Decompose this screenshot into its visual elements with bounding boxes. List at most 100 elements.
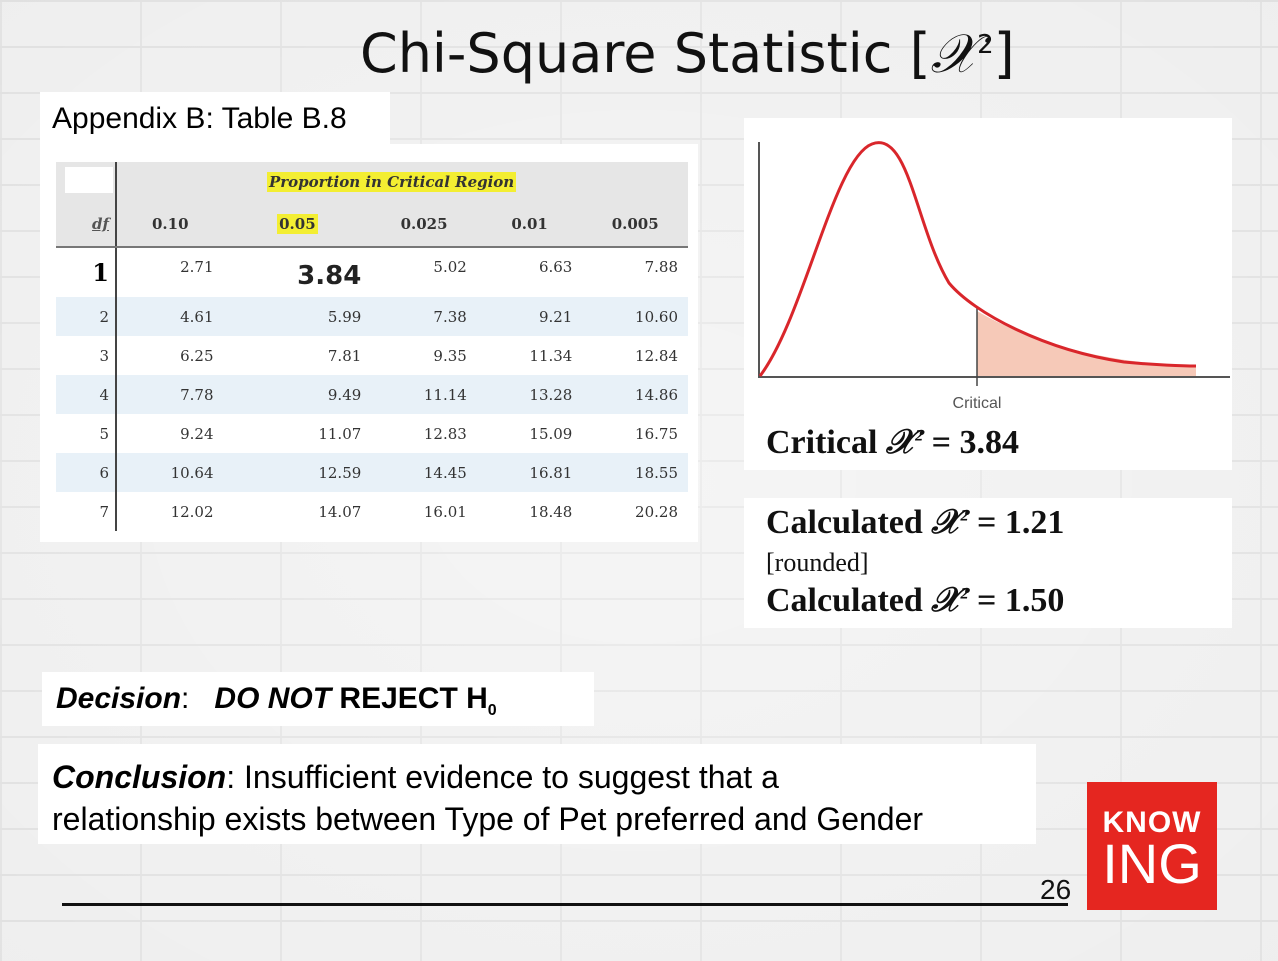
calculated-chi-symbol: 𝒳2 [931, 582, 969, 619]
title-close-bracket: ] [993, 22, 1015, 85]
knowing-logo: KNOW ING [1087, 782, 1217, 910]
table-cell: 5.99 [223, 297, 372, 336]
table-cell: 12.59 [223, 453, 372, 492]
critical-value-table: Proportion in Critical Region df 0.10 0.… [56, 162, 688, 531]
table-cell: 9.21 [476, 297, 583, 336]
table-cell: 7.78 [116, 375, 224, 414]
df-cell: 4 [56, 375, 117, 414]
distribution-curve-svg: Critical [758, 141, 1230, 412]
table-cell: 12.83 [423, 424, 467, 443]
table-row: 6 10.64 12.59 14.45 16.81 18.55 [56, 453, 688, 492]
title-text: Chi-Square Statistic [ [360, 22, 931, 85]
table-cell: 6.63 [538, 258, 573, 276]
df-cell: 1 [56, 247, 117, 297]
appendix-label-box: Appendix B: Table B.8 [40, 92, 390, 144]
distribution-curve [758, 141, 1197, 377]
table-cell: 7.88 [644, 258, 678, 276]
table-cell: 9.35 [433, 346, 467, 365]
critical-value: 3.84 [959, 424, 1020, 461]
table-cell: 16.75 [635, 424, 678, 443]
critical-equals: = [931, 424, 952, 461]
appendix-label: Appendix B: Table B.8 [52, 102, 347, 135]
table-cell: 5.02 [433, 258, 467, 276]
df-cell: 2 [56, 297, 117, 336]
alpha-row: df 0.10 0.05 0.025 0.01 0.005 [56, 202, 688, 248]
table-cell: 12.02 [170, 502, 214, 521]
critical-region-fill [977, 311, 1196, 377]
title-superscript: 2 [977, 30, 994, 60]
critical-value-statement: Critical 𝒳2 = 3.84 [766, 424, 1019, 462]
table-cell: 20.28 [635, 502, 678, 521]
table-cell: 16.01 [423, 502, 467, 521]
decision-text: REJECT H [339, 682, 488, 715]
conclusion-text-line1: : Insufficient evidence to suggest that … [226, 759, 779, 795]
conclusion-label: Conclusion [52, 759, 227, 795]
table-row: 3 6.25 7.81 9.35 11.34 12.84 [56, 336, 688, 375]
table-cell: 14.45 [371, 453, 477, 492]
proportion-header: Proportion in Critical Region [116, 162, 688, 202]
proportion-header-label: Proportion in Critical Region [267, 172, 517, 192]
footer-rule [62, 903, 1068, 906]
decision-box: Decision: DO NOT REJECT H0 [42, 672, 594, 726]
table-cell: 11.34 [529, 346, 573, 365]
critical-value-table-panel: Proportion in Critical Region df 0.10 0.… [40, 144, 698, 542]
table-cell: 9.49 [223, 375, 372, 414]
calculated-rounded-statement: Calculated 𝒳2 = 1.50 [766, 582, 1064, 620]
df-cell: 5 [56, 414, 117, 453]
table-cell: 7.81 [327, 346, 362, 365]
table-cell: 14.07 [318, 502, 362, 521]
table-cell: 4.61 [116, 297, 224, 336]
critical-label: Critical [766, 424, 878, 461]
df-cell: 6 [56, 453, 117, 492]
conclusion-box: Conclusion: Insufficient evidence to sug… [38, 744, 1036, 844]
table-header-row: Proportion in Critical Region [56, 162, 688, 202]
table-cell-highlighted: 3.84 [297, 260, 362, 291]
critical-axis-label: Critical [953, 395, 1002, 412]
decision-emphasis: DO NOT [214, 682, 332, 715]
df-cell: 7 [56, 492, 117, 531]
alpha-header: 0.025 [371, 202, 477, 248]
df-header: df [56, 202, 117, 248]
calculated-equals: = [977, 582, 997, 619]
table-cell: 18.55 [582, 453, 688, 492]
table-cell: 16.81 [476, 453, 583, 492]
table-cell: 11.07 [318, 424, 362, 443]
table-corner [56, 162, 117, 202]
decision-label: Decision [56, 682, 182, 715]
table-row: 1 2.71 3.84 5.02 6.63 7.88 [56, 247, 688, 297]
table-row: 2 4.61 5.99 7.38 9.21 10.60 [56, 297, 688, 336]
logo-top-text: KNOW [1102, 806, 1202, 839]
page-number: 26 [1040, 874, 1072, 905]
table-cell: 18.48 [529, 502, 573, 521]
calculated-label: Calculated [766, 504, 923, 541]
table-cell: 11.14 [371, 375, 477, 414]
conclusion-text-line2: relationship exists between Type of Pet … [52, 801, 924, 837]
title-chi-symbol: 𝒳 [930, 22, 978, 85]
alpha-header-label: 0.05 [277, 214, 318, 234]
calculated-label: Calculated [766, 582, 923, 619]
table-row: 7 12.02 14.07 16.01 18.48 20.28 [56, 492, 688, 531]
alpha-header: 0.01 [476, 202, 583, 248]
df-cell: 3 [56, 336, 117, 375]
calculated-value-panel: Calculated 𝒳2 = 1.21 [rounded] Calculate… [744, 498, 1232, 628]
chi-square-distribution-panel: Critical [744, 118, 1232, 470]
table-row: 5 9.24 11.07 12.83 15.09 16.75 [56, 414, 688, 453]
alpha-header: 0.005 [582, 202, 688, 248]
logo-bottom-text: ING [1102, 832, 1202, 895]
decision-subscript: 0 [487, 702, 497, 719]
slide-title: Chi-Square Statistic [𝒳2] [360, 22, 1015, 86]
table-cell: 12.84 [635, 346, 678, 365]
alpha-header: 0.10 [116, 202, 224, 248]
alpha-header-highlighted: 0.05 [223, 202, 372, 248]
calculated-chi-symbol: 𝒳2 [931, 504, 969, 541]
calculated-rounded-value: 1.50 [1004, 582, 1065, 619]
table-cell: 13.28 [476, 375, 583, 414]
table-cell: 10.60 [582, 297, 688, 336]
table-cell: 2.71 [180, 258, 214, 276]
table-cell: 6.25 [180, 346, 214, 365]
calculated-value: 1.21 [1004, 504, 1065, 541]
table-cell: 9.24 [180, 424, 214, 443]
rounded-note: [rounded] [766, 548, 869, 577]
table-cell: 15.09 [529, 424, 573, 443]
decision-colon: : [181, 682, 190, 715]
